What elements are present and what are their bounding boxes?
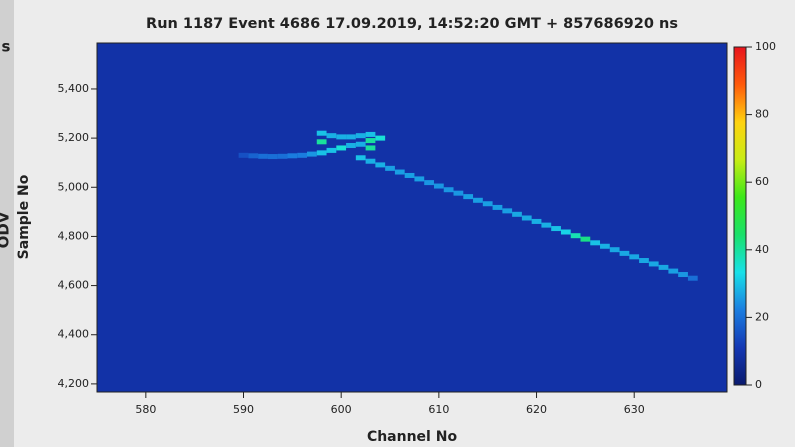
heatmap-cell bbox=[639, 258, 649, 263]
heatmap-cell bbox=[366, 138, 376, 143]
heatmap-cell bbox=[366, 159, 376, 164]
heatmap-cell bbox=[317, 131, 327, 136]
y-tick-label: 4,600 bbox=[58, 279, 90, 292]
heatmap-cell bbox=[493, 205, 503, 210]
colorbar bbox=[734, 47, 746, 385]
heatmap-cell bbox=[375, 136, 385, 141]
heatmap-cell bbox=[502, 208, 512, 213]
heatmap-cell bbox=[551, 226, 561, 231]
heatmap-cell bbox=[385, 166, 395, 171]
heatmap-cell bbox=[473, 198, 483, 203]
heatmap-cell bbox=[561, 230, 571, 235]
x-tick-label: 630 bbox=[624, 403, 645, 416]
colorbar-tick-label: 60 bbox=[755, 175, 769, 188]
heatmap-cell bbox=[327, 148, 337, 153]
y-tick-label: 4,400 bbox=[58, 328, 90, 341]
heatmap-cell bbox=[600, 244, 610, 249]
side-label: ODV bbox=[0, 211, 13, 248]
heatmap-cell bbox=[366, 145, 376, 150]
chart-title: Run 1187 Event 4686 17.09.2019, 14:52:20… bbox=[146, 16, 678, 32]
heatmap-cell bbox=[532, 219, 542, 224]
heatmap-cell bbox=[258, 154, 268, 159]
x-axis-label: Channel No bbox=[367, 429, 458, 445]
colorbar-tick-label: 100 bbox=[755, 40, 776, 53]
heatmap-cell bbox=[327, 133, 337, 138]
heatmap-cell bbox=[268, 154, 278, 159]
colorbar-tick-label: 40 bbox=[755, 243, 769, 256]
heatmap-cell bbox=[571, 233, 581, 238]
heatmap-cell bbox=[541, 223, 551, 228]
heatmap-cell bbox=[239, 153, 249, 158]
y-tick-label: 5,200 bbox=[58, 131, 90, 144]
heatmap-cell bbox=[688, 276, 698, 281]
heatmap-cell bbox=[522, 215, 532, 220]
heatmap-cell bbox=[414, 176, 424, 181]
heatmap-cell bbox=[610, 247, 620, 252]
heatmap-background bbox=[97, 43, 727, 392]
heatmap-cell bbox=[649, 261, 659, 266]
colorbar-tick-label: 80 bbox=[755, 108, 769, 121]
heatmap-cell bbox=[512, 212, 522, 217]
heatmap-cell bbox=[307, 152, 317, 157]
side-label: s bbox=[2, 38, 11, 56]
y-tick-label: 5,000 bbox=[58, 180, 90, 193]
heatmap-cell bbox=[659, 265, 669, 270]
heatmap-cell bbox=[668, 269, 678, 274]
heatmap-cell bbox=[405, 173, 415, 178]
colorbar-tick-label: 0 bbox=[755, 378, 762, 391]
heatmap-cell bbox=[454, 191, 464, 196]
heatmap-cell bbox=[356, 155, 366, 160]
heatmap-cell bbox=[590, 240, 600, 245]
heatmap-cell bbox=[620, 251, 630, 256]
heatmap-cell bbox=[444, 187, 454, 192]
y-tick-label: 5,400 bbox=[58, 82, 90, 95]
heatmap-cell bbox=[317, 150, 327, 155]
heatmap-cell bbox=[375, 162, 385, 167]
y-tick-label: 4,200 bbox=[58, 377, 90, 390]
heatmap-cell bbox=[366, 132, 376, 137]
heatmap-cell bbox=[317, 139, 327, 144]
heatmap-cell bbox=[248, 153, 258, 158]
heatmap-cell bbox=[297, 153, 307, 158]
heatmap-cell bbox=[395, 170, 405, 175]
heatmap-cell bbox=[356, 142, 366, 147]
heatmap-cell bbox=[336, 145, 346, 150]
heatmap-cell bbox=[678, 272, 688, 277]
heatmap-cell bbox=[336, 134, 346, 139]
y-tick-label: 4,800 bbox=[58, 229, 90, 242]
heatmap-cell bbox=[483, 201, 493, 206]
heatmap-cell bbox=[287, 153, 297, 158]
heatmap-cell bbox=[346, 134, 356, 139]
heatmap-cell bbox=[629, 254, 639, 259]
heatmap-cell bbox=[434, 184, 444, 189]
heatmap-cell bbox=[580, 237, 590, 242]
heatmap-cell bbox=[424, 180, 434, 185]
y-axis-label: Sample No bbox=[16, 174, 32, 259]
chart: s ODV Run 1187 Event 4686 17.09.2019, 14… bbox=[0, 0, 795, 447]
x-tick-label: 580 bbox=[135, 403, 156, 416]
x-tick-label: 590 bbox=[233, 403, 254, 416]
x-tick-label: 600 bbox=[331, 403, 352, 416]
heatmap-cell bbox=[463, 194, 473, 199]
heatmap-cell bbox=[346, 143, 356, 148]
x-tick-label: 610 bbox=[428, 403, 449, 416]
x-tick-label: 620 bbox=[526, 403, 547, 416]
heatmap-cell bbox=[278, 154, 288, 159]
colorbar-tick-label: 20 bbox=[755, 310, 769, 323]
heatmap-cell bbox=[356, 133, 366, 138]
